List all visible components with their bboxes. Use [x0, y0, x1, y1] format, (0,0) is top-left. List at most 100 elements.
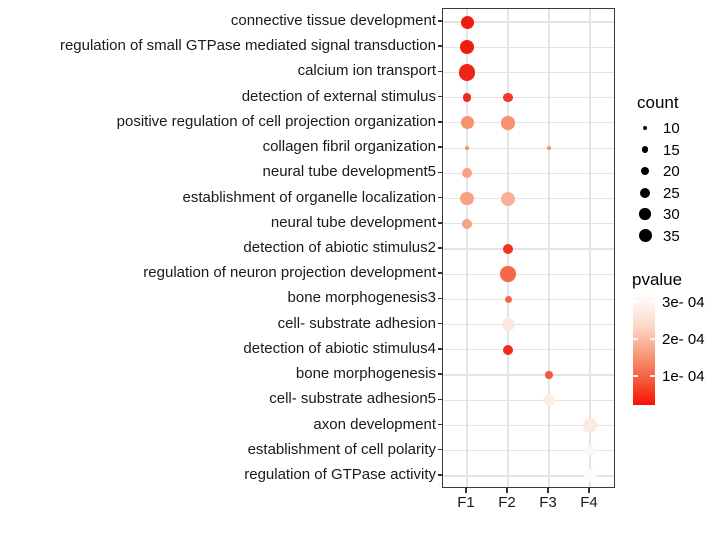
y-axis-tick — [437, 196, 442, 199]
gridline-horizontal — [443, 424, 614, 427]
y-axis-tick — [437, 247, 442, 249]
count-legend-dot — [638, 229, 652, 242]
count-legend-label: 35 — [663, 227, 680, 245]
gridline-horizontal — [443, 298, 614, 300]
gridline-horizontal — [443, 197, 614, 200]
y-axis-label: collagen fibril organization — [262, 138, 436, 156]
y-axis-tick — [437, 20, 442, 22]
count-legend-label: 20 — [663, 163, 680, 180]
data-point — [462, 168, 472, 179]
pvalue-tick-label: 2e- 04 — [662, 331, 705, 348]
x-axis-tick — [547, 488, 549, 493]
y-axis-label: regulation of GTPase activity — [244, 465, 436, 483]
gridline-horizontal — [443, 374, 614, 376]
y-axis-tick — [437, 398, 442, 401]
data-point — [461, 218, 473, 229]
data-point — [501, 116, 515, 130]
gridline-horizontal — [443, 21, 614, 23]
gridline-horizontal — [443, 223, 614, 225]
data-point — [547, 146, 551, 151]
x-axis-label: F1 — [457, 494, 475, 511]
data-point — [503, 243, 513, 254]
gridline-vertical — [589, 9, 591, 487]
count-legend-dot — [643, 126, 647, 130]
gridline-horizontal — [443, 450, 614, 452]
y-axis-label: establishment of organelle localization — [182, 188, 436, 206]
data-point — [500, 266, 516, 282]
data-point — [503, 344, 513, 355]
y-axis-label: detection of abiotic stimulus2 — [243, 238, 436, 256]
y-axis-label: neural tube development — [270, 213, 436, 231]
gridline-vertical — [466, 9, 468, 487]
x-axis-tick — [506, 488, 508, 493]
y-axis-tick — [437, 348, 442, 350]
data-point — [501, 318, 515, 332]
data-point — [501, 191, 515, 206]
pvalue-tick-label: 1e- 04 — [662, 368, 705, 385]
count-legend-dot — [640, 166, 650, 176]
y-axis-tick — [437, 297, 442, 300]
y-axis-label: regulation of neuron projection developm… — [143, 264, 436, 282]
data-point — [460, 191, 474, 206]
gridline-horizontal — [443, 248, 614, 250]
pvalue-tick-mark — [633, 375, 638, 377]
gridline-horizontal — [443, 46, 614, 48]
y-axis-label: cell- substrate adhesion5 — [269, 390, 436, 408]
y-axis-tick — [437, 70, 442, 73]
y-axis-tick — [437, 171, 442, 174]
y-axis-label: connective tissue development — [230, 12, 436, 29]
gridline-vertical — [548, 9, 550, 487]
data-point — [458, 64, 476, 81]
y-axis-label: establishment of cell polarity — [247, 440, 436, 458]
gridline-horizontal — [443, 172, 614, 174]
data-point — [585, 445, 595, 456]
x-axis-label: F2 — [498, 494, 516, 511]
plot-panel — [442, 8, 615, 488]
count-legend-title: count — [637, 93, 679, 112]
y-axis-label: regulation of small GTPase mediated sign… — [59, 37, 436, 55]
count-legend-dot — [639, 208, 651, 220]
gridline-horizontal — [443, 273, 614, 275]
data-point — [583, 469, 597, 483]
y-axis-label: positive regulation of cell projection o… — [116, 112, 436, 130]
y-axis-tick — [437, 95, 442, 98]
y-axis-tick — [437, 45, 442, 47]
count-legend-label: 30 — [663, 206, 680, 223]
data-point — [503, 92, 513, 103]
count-legend-dot — [641, 146, 649, 153]
count-legend-label: 25 — [663, 184, 680, 202]
data-point — [504, 295, 512, 303]
y-axis-label: calcium ion transport — [297, 62, 436, 80]
y-axis-label: bone morphogenesis3 — [287, 289, 436, 307]
y-axis-label: bone morphogenesis — [295, 365, 436, 383]
gridline-horizontal — [443, 97, 614, 99]
y-axis-tick — [437, 146, 442, 148]
y-axis-label: detection of abiotic stimulus4 — [243, 339, 436, 357]
data-point — [582, 418, 598, 433]
x-axis-tick — [465, 488, 467, 493]
gridline-horizontal — [443, 475, 614, 477]
count-legend-dot — [640, 187, 650, 198]
y-axis-tick — [437, 272, 442, 274]
y-axis-tick — [437, 373, 442, 375]
y-axis-label: cell- substrate adhesion — [277, 314, 436, 332]
gridline-horizontal — [443, 147, 614, 149]
y-axis-tick — [437, 474, 442, 476]
pvalue-tick-mark — [633, 338, 638, 340]
x-axis-label: F3 — [539, 494, 557, 511]
y-axis-tick — [437, 423, 442, 426]
data-point — [460, 40, 474, 55]
y-axis-tick — [437, 121, 442, 123]
y-axis-tick — [437, 448, 442, 451]
y-axis-tick — [437, 322, 442, 325]
count-legend-label: 15 — [663, 141, 680, 159]
data-point — [465, 146, 469, 151]
y-axis-label: detection of external stimulus — [241, 87, 436, 105]
pvalue-tick-mark — [650, 375, 655, 377]
pvalue-tick-mark — [633, 301, 638, 303]
pvalue-tick-mark — [650, 338, 655, 340]
data-point — [460, 116, 474, 130]
pvalue-tick-label: 3e- 04 — [662, 294, 705, 311]
data-point — [545, 371, 553, 379]
